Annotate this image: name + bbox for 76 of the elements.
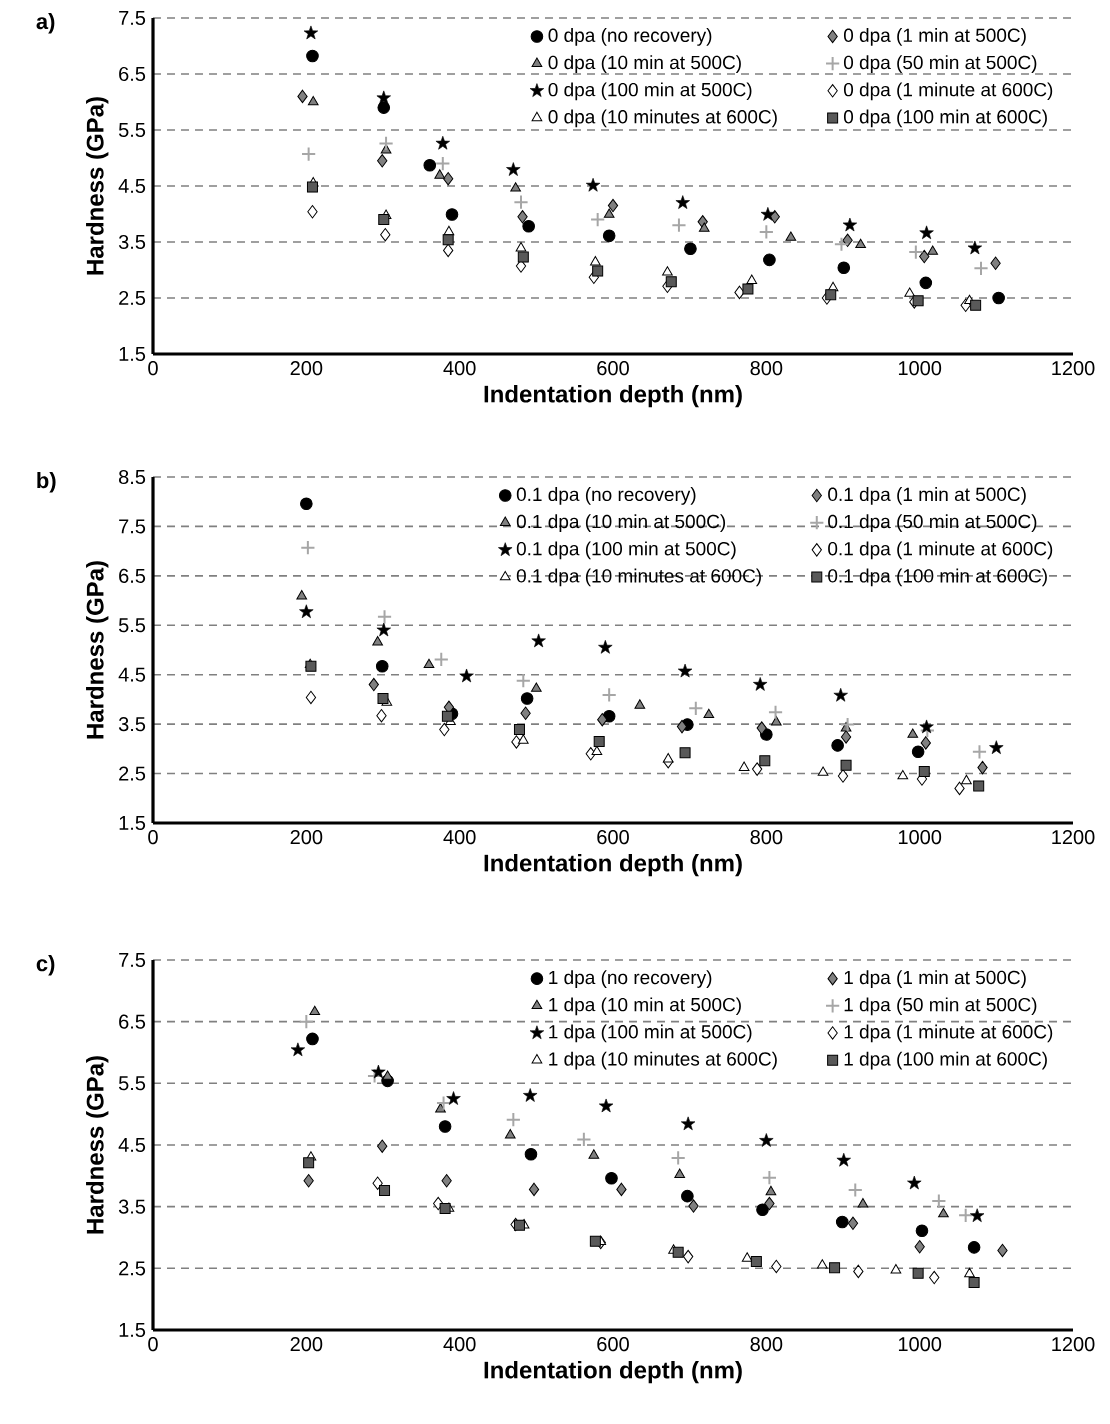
x-tick-label: 600 [597,361,629,376]
y-tick-label: 5.5 [118,1076,146,1091]
y-tick-label: 1.5 [119,347,146,361]
legend-label: 0.1 dpa (50 min at 500C) [828,514,1037,533]
y-tick-label: 4.5 [118,1138,146,1152]
x-tick-label: 600 [597,1337,629,1352]
legend-label: 0 dpa (1 min at 500C) [843,28,1026,46]
y-tick-label: 2.5 [119,766,146,781]
legend-label: 0 dpa (10 min at 500C) [548,55,741,73]
y-tick-label: 5.5 [118,618,146,633]
x-tick-label: 1000 [898,830,942,845]
legend-label: 1 dpa (1 minute at 600C) [844,1024,1053,1043]
legend-label: 0.1 dpa (10 minutes at 600C) [516,568,761,587]
legend-label: 0 dpa (no recovery) [548,28,712,46]
y-tick-label: 8.5 [119,469,146,485]
y-tick-label: 2.5 [119,1261,146,1276]
y-tick-label: 3.5 [118,717,146,732]
legend-label: 0.1 dpa (100 min at 500C) [516,541,736,560]
y-axis-title: Hardness (GPa) [86,97,109,275]
legend-label: 0 dpa (100 min at 500C) [548,82,752,101]
y-tick-label: 6.5 [119,568,146,583]
x-axis-title: Indentation depth (nm) [484,853,742,877]
x-tick-label: 400 [443,830,476,845]
legend-label: 1 dpa (1 min at 500C) [844,970,1026,988]
x-tick-label: 1000 [898,361,942,376]
x-tick-label: 0 [148,830,158,845]
y-tick-label: 1.5 [119,815,146,830]
x-tick-label: 200 [290,830,323,845]
chart-title: c) [36,955,55,976]
legend-label: 0.1 dpa (1 min at 500C) [828,487,1026,505]
x-tick-label: 400 [443,361,476,376]
y-tick-label: 5.5 [118,123,146,137]
x-tick-label: 800 [750,1337,783,1352]
y-tick-label: 4.5 [118,179,146,193]
x-tick-label: 1200 [1052,361,1095,376]
x-tick-label: 600 [597,830,629,845]
legend-label: 1 dpa (50 min at 500C) [844,997,1037,1016]
legend-label: 0.1 dpa (10 min at 500C) [516,514,726,533]
y-axis-title: Hardness (GPa) [86,561,109,739]
x-tick-label: 1200 [1052,830,1095,845]
y-axis-title: Hardness (GPa) [86,1056,109,1234]
legend-label: 0 dpa (100 min at 600C) [843,109,1047,128]
x-tick-label: 0 [148,361,158,376]
legend-label: 1 dpa (10 minutes at 600C) [549,1051,777,1070]
y-tick-label: 7.5 [119,11,146,25]
legend-label: 0.1 dpa (100 min at 600C) [828,568,1047,587]
y-tick-label: 4.5 [118,667,146,682]
y-tick-label: 7.5 [119,519,146,534]
y-tick-label: 7.5 [119,953,146,967]
legend-label: 1 dpa (10 min at 500C) [549,997,741,1016]
y-tick-label: 3.5 [118,1199,146,1214]
x-tick-label: 800 [750,361,783,376]
legend-label: 1 dpa (100 min at 600C) [844,1051,1047,1070]
x-axis-title: Indentation depth (nm) [484,384,742,408]
legend-label: 0.1 dpa (no recovery) [516,487,696,505]
legend-label: 0 dpa (50 min at 500C) [843,55,1037,73]
x-tick-label: 200 [290,361,323,376]
y-tick-label: 3.5 [118,234,146,250]
legend-label: 1 dpa (100 min at 500C) [549,1024,752,1043]
legend-label: 0 dpa (1 minute at 600C) [843,82,1053,101]
x-tick-label: 800 [750,830,783,845]
legend-label: 0.1 dpa (1 minute at 600C) [828,541,1053,560]
y-tick-label: 6.5 [119,66,146,82]
chart-title: b) [37,472,56,493]
y-tick-label: 2.5 [119,290,146,306]
y-tick-label: 6.5 [119,1014,146,1029]
x-tick-label: 0 [148,1337,158,1352]
x-tick-label: 200 [290,1337,323,1352]
x-tick-label: 400 [443,1337,476,1352]
x-tick-label: 1000 [898,1337,942,1352]
chart-title: a) [36,13,55,34]
legend-label: 1 dpa (no recovery) [549,970,712,988]
x-axis-title: Indentation depth (nm) [484,1360,742,1384]
y-tick-label: 1.5 [119,1322,146,1337]
x-tick-label: 1200 [1052,1337,1095,1352]
legend-label: 0 dpa (10 minutes at 600C) [548,109,777,128]
